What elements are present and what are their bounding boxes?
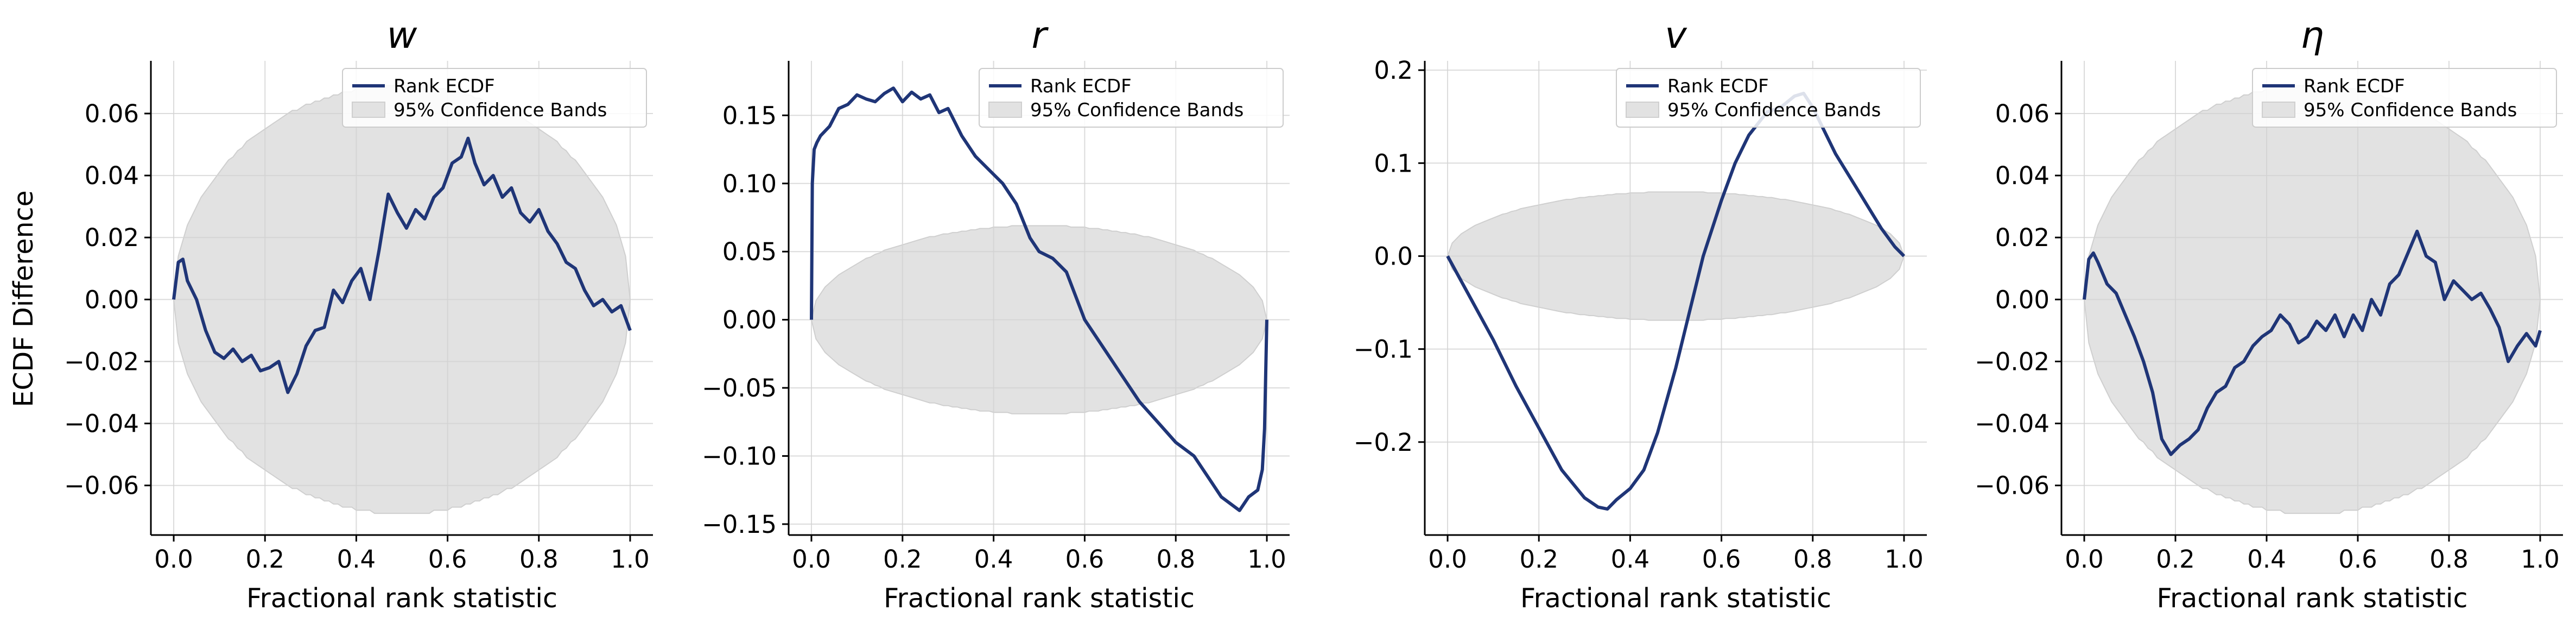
y-tick-label: 0.00 [1995, 285, 2050, 314]
x-tick-label: 0.4 [1611, 545, 1650, 574]
x-tick-label: 0.2 [2156, 545, 2195, 574]
x-axis-label: Fractional rank statistic [246, 583, 557, 614]
y-tick-label: 0.02 [1995, 223, 2050, 252]
y-tick-label: 0.10 [722, 169, 777, 198]
panel-eta: 0.0 0.2 0.4 0.6 0.8 1.0 −0.06 −0.04 −0.02 0.00 0.0… [1975, 14, 2563, 614]
x-tick-label: 0.8 [2429, 545, 2469, 574]
y-tick-label: −0.05 [702, 374, 777, 402]
x-tick-label: 0.4 [974, 545, 1013, 574]
panel-title: r [1032, 14, 1049, 57]
rank-ecdf-line [172, 136, 632, 394]
y-tick-label: 0.06 [85, 99, 139, 128]
panel-title: η [2300, 14, 2324, 57]
x-axis-label: Fractional rank statistic [884, 583, 1195, 614]
y-tick-label: 0.06 [1995, 99, 2050, 128]
y-tick-label: 0.00 [85, 285, 139, 314]
y-tick-label: 0.00 [722, 306, 777, 335]
legend-box [1616, 68, 1921, 128]
y-tick-label: −0.15 [702, 510, 777, 539]
y-tick-label: −0.1 [1354, 335, 1413, 364]
x-tick-label: 1.0 [2521, 545, 2560, 574]
x-tick-label: 0.6 [1702, 545, 1741, 574]
x-tick-label: 0.2 [883, 545, 922, 574]
panel-title: v [1665, 14, 1687, 57]
x-tick-label: 0.0 [1428, 545, 1467, 574]
x-tick-label: 0.2 [245, 545, 284, 574]
x-tick-label: 0.4 [337, 545, 376, 574]
y-tick-label: 0.15 [722, 101, 777, 130]
x-tick-label: 0.0 [792, 545, 831, 574]
legend-band-swatch [2262, 102, 2295, 118]
legend-entry-confidence-bands: 95% Confidence Bands [1667, 99, 1881, 121]
x-tick-label: 0.8 [519, 545, 559, 574]
legend-box [2252, 68, 2557, 128]
legend-band-swatch [352, 102, 385, 118]
legend-entry-rank-ecdf: Rank ECDF [2304, 76, 2405, 97]
x-axis-label: Fractional rank statistic [1520, 583, 1831, 614]
legend-entry-confidence-bands: 95% Confidence Bands [1030, 99, 1243, 121]
x-tick-label: 0.8 [1793, 545, 1832, 574]
x-tick-label: 0.0 [154, 545, 193, 574]
y-tick-label: 0.04 [85, 161, 139, 190]
x-tick-label: 0.4 [2247, 545, 2286, 574]
figure-ylabel: ECDF Difference [8, 190, 39, 407]
rank-ecdf-line [810, 86, 1268, 512]
rank-ecdf-line [2083, 229, 2542, 456]
legend-box [342, 68, 647, 128]
panel-v: 0.0 0.2 0.4 0.6 0.8 1.0 −0.2 −0.1 0.0 0.1 0.2 v Frac… [1354, 14, 1927, 614]
y-tick-label: −0.10 [702, 442, 777, 471]
y-tick-label: 0.1 [1374, 149, 1413, 178]
panel-title: w [387, 14, 417, 57]
legend-entry-rank-ecdf: Rank ECDF [394, 76, 495, 97]
x-tick-label: 0.0 [2065, 545, 2104, 574]
y-tick-label: 0.02 [85, 223, 139, 252]
y-tick-label: −0.02 [1975, 347, 2050, 376]
x-tick-label: 0.6 [428, 545, 467, 574]
legend-entry-rank-ecdf: Rank ECDF [1667, 76, 1769, 97]
y-tick-label: 0.0 [1374, 242, 1413, 271]
y-tick-label: −0.02 [64, 347, 139, 376]
y-tick-label: −0.04 [1975, 410, 2050, 438]
legend-entry-rank-ecdf: Rank ECDF [1030, 76, 1132, 97]
y-tick-label: 0.05 [722, 237, 777, 266]
x-tick-label: 1.0 [1247, 545, 1286, 574]
y-tick-label: 0.2 [1374, 56, 1413, 85]
y-tick-label: −0.06 [64, 471, 139, 500]
legend-band-swatch [1626, 102, 1659, 118]
y-tick-label: −0.2 [1354, 428, 1413, 457]
legend-entry-confidence-bands: 95% Confidence Bands [2304, 99, 2517, 121]
x-tick-label: 0.6 [2338, 545, 2377, 574]
y-tick-label: 0.04 [1995, 161, 2050, 190]
legend-band-swatch [988, 102, 1022, 118]
x-tick-label: 0.6 [1065, 545, 1105, 574]
y-tick-label: −0.06 [1975, 471, 2050, 500]
x-tick-label: 0.2 [1519, 545, 1558, 574]
panel-r: 0.0 0.2 0.4 0.6 0.8 1.0 −0.15 −0.10 −0.05 0.00 0.0… [702, 14, 1290, 614]
panel-w: 0.0 0.2 0.4 0.6 0.8 1.0 −0.06 −0.04 −0.02 0.00 0.0… [64, 14, 653, 614]
x-axis-label: Fractional rank statistic [2157, 583, 2468, 614]
x-tick-label: 1.0 [1885, 545, 1924, 574]
legend-entry-confidence-bands: 95% Confidence Bands [394, 99, 607, 121]
y-tick-label: −0.04 [64, 410, 139, 438]
x-tick-label: 1.0 [611, 545, 650, 574]
x-tick-label: 0.8 [1156, 545, 1195, 574]
legend-box [979, 68, 1284, 128]
